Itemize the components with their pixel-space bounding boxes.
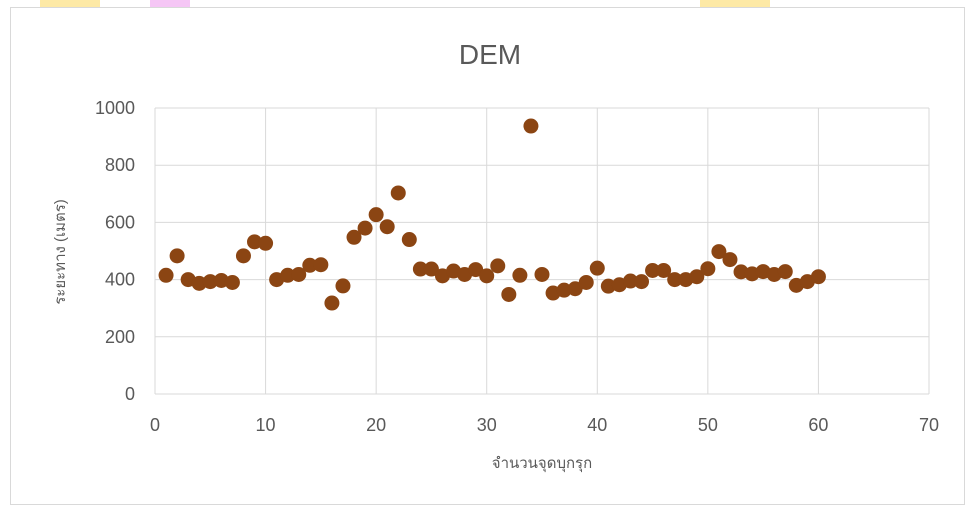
data-point (733, 264, 749, 280)
data-point (468, 262, 484, 278)
data-point (567, 281, 583, 297)
x-tick-label: 0 (150, 415, 160, 435)
data-point (158, 267, 174, 283)
x-tick-label: 30 (477, 415, 497, 435)
data-points (158, 118, 826, 311)
data-point (667, 272, 683, 288)
x-tick-label: 10 (256, 415, 276, 435)
data-point (600, 278, 616, 294)
data-point (368, 207, 384, 223)
data-point (578, 274, 594, 290)
data-point (291, 266, 307, 282)
y-tick-label: 200 (105, 327, 135, 347)
x-tick-label: 40 (587, 415, 607, 435)
data-point (235, 248, 251, 264)
data-point (479, 268, 495, 284)
tick-labels: 0 200 400 600 800 1000 0 10 20 30 40 50 60 70 (95, 98, 939, 435)
y-tick-label: 0 (125, 384, 135, 404)
data-point (412, 261, 428, 277)
x-tick-label: 20 (366, 415, 386, 435)
chart-frame (10, 7, 965, 505)
data-point (534, 266, 550, 282)
data-point (202, 274, 218, 290)
data-point (423, 261, 439, 277)
data-point (689, 269, 705, 285)
x-tick-label: 60 (808, 415, 828, 435)
x-tick-label: 50 (698, 415, 718, 435)
data-point (622, 273, 638, 289)
data-point (589, 260, 605, 276)
data-point (634, 274, 650, 290)
data-point (810, 269, 826, 285)
x-axis-label: จำนวนจุดบุกรุก (492, 455, 592, 473)
watermark-bar-right (700, 0, 770, 7)
data-point (390, 185, 406, 201)
y-tick-label: 800 (105, 155, 135, 175)
data-point (313, 257, 329, 273)
y-tick-label: 1000 (95, 98, 135, 118)
y-tick-label: 600 (105, 212, 135, 232)
data-point (656, 262, 672, 278)
data-point (556, 282, 572, 298)
data-point (213, 272, 229, 288)
data-point (247, 234, 263, 250)
data-point (169, 248, 185, 264)
chart-title: DEM (459, 39, 521, 70)
data-point (523, 118, 539, 134)
watermark-bar-mid (150, 0, 190, 7)
data-point (777, 264, 793, 280)
data-point (280, 267, 296, 283)
data-point (191, 275, 207, 291)
gridlines (154, 107, 930, 395)
x-tick-label: 70 (919, 415, 939, 435)
data-point (501, 286, 517, 302)
data-point (490, 258, 506, 274)
data-point (302, 257, 318, 273)
data-point (379, 219, 395, 235)
y-tick-label: 400 (105, 270, 135, 290)
data-point (357, 220, 373, 236)
data-point (401, 232, 417, 248)
data-point (324, 295, 340, 311)
data-point (224, 274, 240, 290)
data-point (711, 244, 727, 260)
data-point (700, 261, 716, 277)
data-point (346, 229, 362, 245)
data-point (258, 235, 274, 251)
watermark-bar-left (40, 0, 100, 7)
data-point (335, 278, 351, 294)
y-axis-label: ระยะทาง (เมตร) (52, 199, 69, 305)
data-point (722, 252, 738, 268)
data-point (512, 267, 528, 283)
data-point (645, 262, 661, 278)
